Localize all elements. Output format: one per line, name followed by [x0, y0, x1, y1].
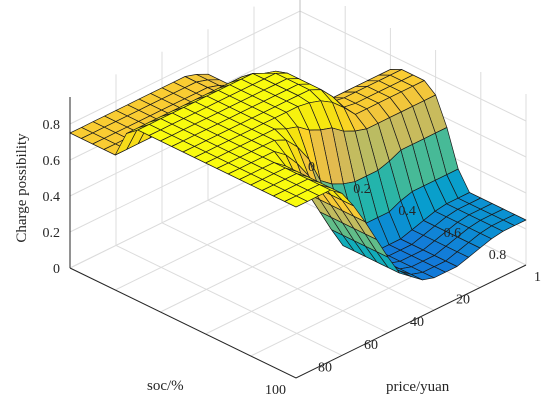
price-tick-label: 0.8: [489, 248, 507, 263]
floor-grid-line-soc-3: [115, 244, 343, 356]
surface-layer: [69, 69, 527, 281]
z-tick-label: 0.8: [43, 118, 61, 133]
z-tick-label: 0.4: [43, 190, 61, 205]
floor-grid-line-soc-2: [161, 222, 389, 334]
price-tick-label: 0: [308, 160, 315, 175]
price-tick-label: 0.2: [353, 182, 371, 197]
price-tick-label: 1: [534, 270, 541, 285]
floor-grid-line-soc-1: [207, 199, 435, 311]
price-tick-label: 0.4: [398, 204, 416, 219]
soc-tick-label: 20: [456, 293, 470, 308]
price-axis-title: price/yuan: [386, 379, 450, 395]
z-axis-title: Charge possibility: [14, 133, 30, 243]
z-tick-label: 0.6: [43, 154, 61, 169]
z-tick-label: 0.2: [43, 226, 61, 241]
soc-axis-title: soc/%: [147, 378, 184, 394]
price-tick-label: 0.6: [444, 226, 462, 241]
soc-tick-label: 80: [318, 360, 332, 375]
surface-patch: [284, 195, 308, 208]
soc-tick-label: 60: [364, 338, 378, 353]
soc-tick-label: 40: [410, 315, 424, 330]
tick-layer: 0 0.2 0.4 0.6 0.8 0 0.2 0.4 0.6 0.8 1 20 40 60 80 100: [43, 118, 542, 398]
soc-tick-label: 100: [265, 383, 286, 398]
z-tick-label: 0: [53, 262, 60, 277]
base-axis-line: [69, 264, 527, 379]
